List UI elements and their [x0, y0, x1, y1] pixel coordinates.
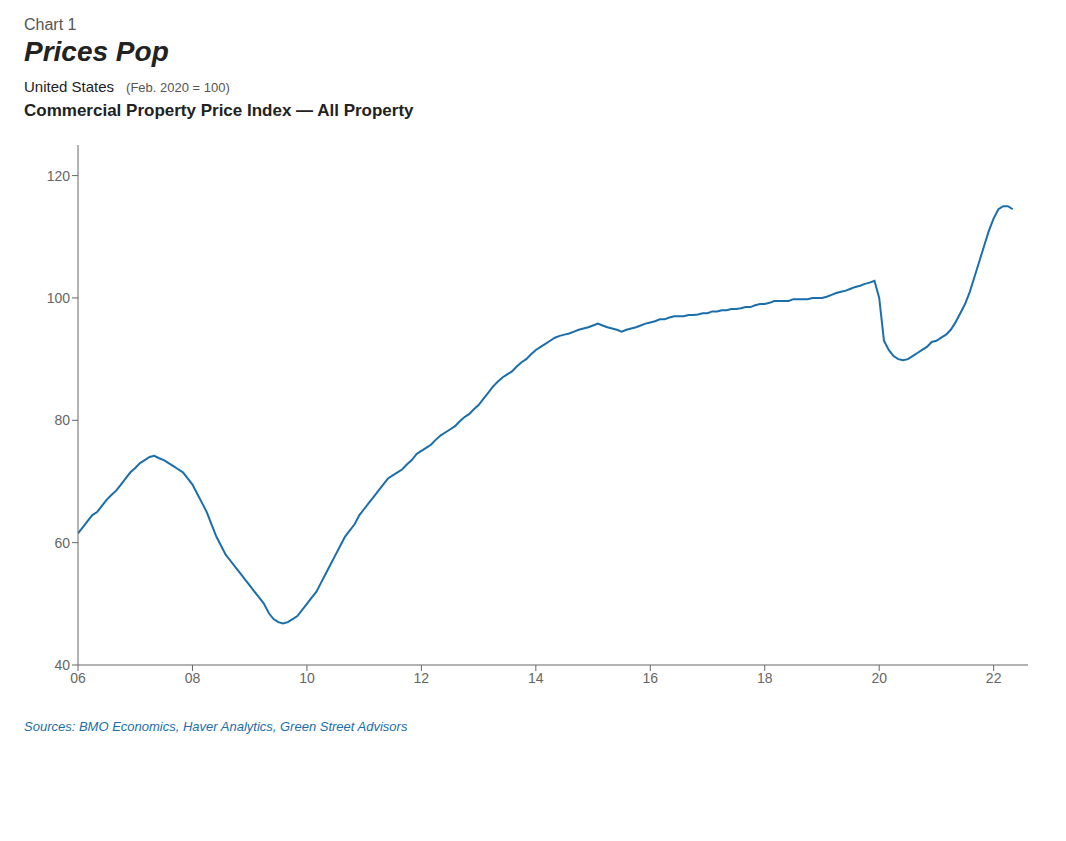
svg-text:08: 08 [185, 670, 201, 686]
svg-text:100: 100 [47, 290, 71, 306]
html-text:(Feb. 2020 = 100): (Feb. 2020 = 100) [126, 80, 230, 95]
svg-text:12: 12 [414, 670, 430, 686]
svg-text:06: 06 [70, 670, 86, 686]
svg-text:18: 18 [757, 670, 773, 686]
html-text:Prices Pop: Prices Pop [24, 36, 169, 67]
html-text:Commercial Property Price Inde: Commercial Property Price Index — All Pr… [24, 101, 414, 120]
svg-text:120: 120 [47, 168, 71, 184]
svg-text:40: 40 [54, 657, 70, 673]
svg-text:14: 14 [528, 670, 544, 686]
svg-text:22: 22 [986, 670, 1002, 686]
html-text:United States: United States [24, 78, 115, 95]
svg-text:16: 16 [643, 670, 659, 686]
svg-text:80: 80 [54, 412, 70, 428]
html-text:Sources: BMO Economics, Haver: Sources: BMO Economics, Haver Analytics,… [24, 719, 408, 734]
svg-text:10: 10 [299, 670, 315, 686]
html-text:Chart 1: Chart 1 [24, 16, 77, 33]
svg-text:20: 20 [871, 670, 887, 686]
svg-text:60: 60 [54, 535, 70, 551]
